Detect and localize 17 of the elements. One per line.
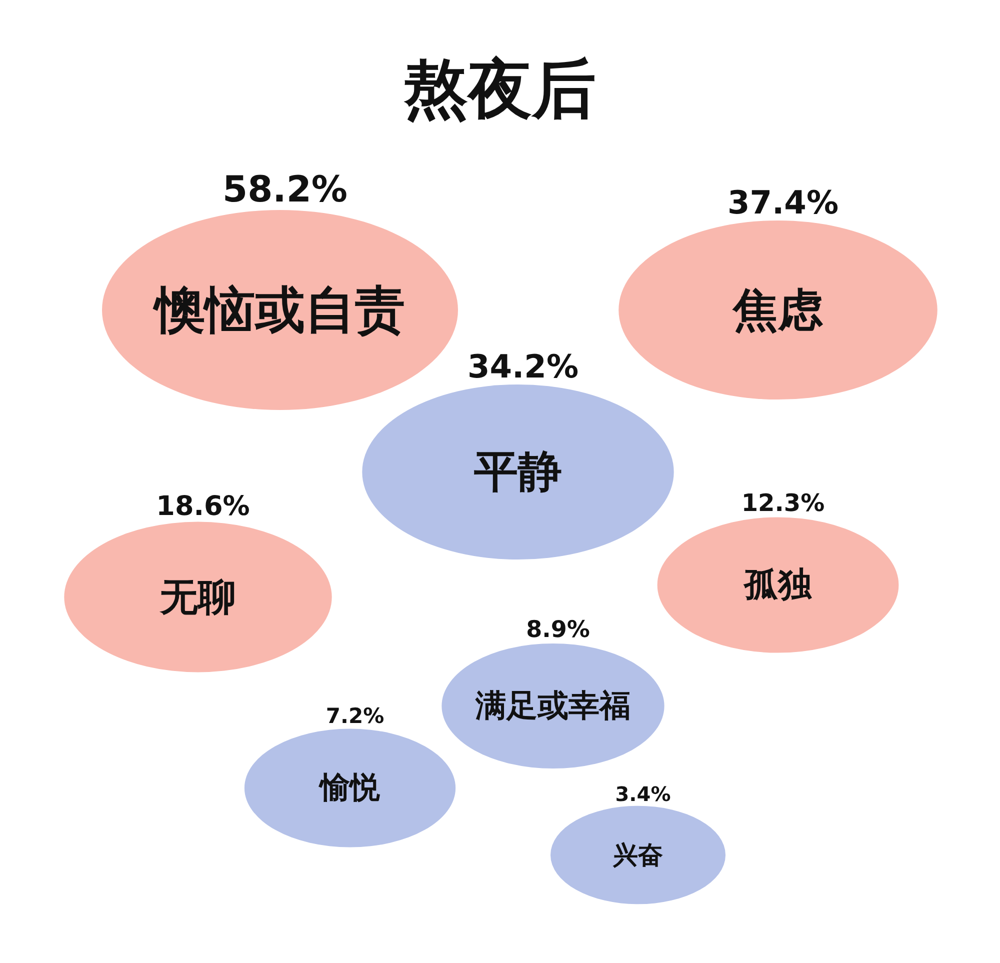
data-label: 34.2%	[467, 347, 579, 386]
category-label: 孤独	[743, 565, 812, 605]
category-label: 懊恼或自责	[152, 281, 405, 339]
data-label: 8.9%	[526, 616, 590, 643]
text: 熬夜后	[403, 53, 596, 127]
category-label: 平静	[474, 446, 562, 498]
category-label: 兴奋	[612, 840, 663, 870]
category-label: 愉悦	[318, 770, 381, 806]
data-label: 58.2%	[222, 170, 348, 210]
category-label: 无聊	[159, 575, 236, 619]
data-label: 3.4%	[615, 782, 671, 806]
data-label: 12.3%	[741, 489, 825, 518]
category-label: 焦虑	[732, 284, 824, 336]
data-label: 7.2%	[326, 704, 384, 728]
data-label: 37.4%	[727, 183, 839, 222]
data-label: 18.6%	[156, 490, 250, 522]
category-label: 满足或幸福	[474, 688, 630, 724]
